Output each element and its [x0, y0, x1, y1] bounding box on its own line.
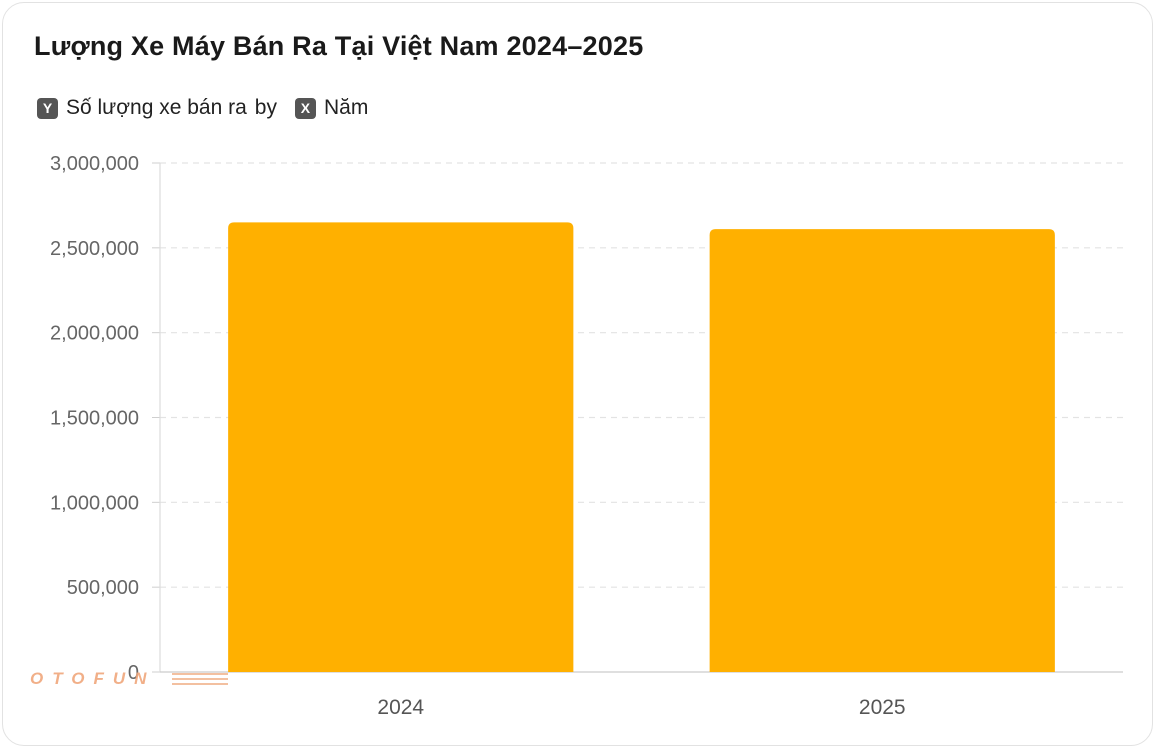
x-field-label: Năm [323, 96, 369, 119]
watermark-speed-lines [172, 673, 228, 687]
y-axis-badge: Y [37, 97, 58, 119]
y-tick-label: 0 [128, 662, 139, 684]
by-text: by [254, 96, 277, 119]
chart-title: Lượng Xe Máy Bán Ra Tại Việt Nam 2024–20… [34, 31, 644, 61]
legend: Y Số lượng xe bán ra by X Năm [37, 96, 368, 120]
bar-2025 [709, 229, 1055, 673]
x-tick-label: 2024 [377, 696, 424, 719]
y-tick-label: 1,500,000 [50, 408, 139, 430]
bar-2024 [228, 222, 574, 672]
x-tick-label: 2025 [859, 696, 906, 719]
watermark-logo: OTOFUN [30, 669, 156, 688]
y-tick-label: 1,000,000 [50, 492, 139, 514]
y-field-label: Số lượng xe bán ra [66, 96, 247, 119]
y-tick-label: 3,000,000 [50, 153, 139, 175]
y-tick-label: 500,000 [67, 577, 139, 599]
y-tick-label: 2,000,000 [50, 323, 139, 345]
y-tick-label: 2,500,000 [50, 238, 139, 260]
x-axis-badge: X [294, 97, 316, 119]
